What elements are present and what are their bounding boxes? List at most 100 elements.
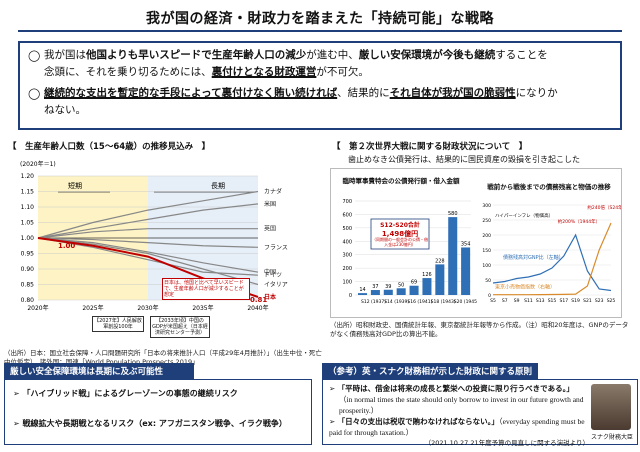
bar-value-label: 37 [372, 284, 378, 290]
series-line-カナダ [37, 190, 259, 239]
y-tick-label: 700 [342, 199, 352, 205]
summary-paragraph-1: ◯ 我が国は他国よりも早いスピードで生産年齢人口の減少が進む中、厳しい安保環境が… [28, 47, 612, 81]
series-label: ドイツ [264, 272, 282, 279]
y-tick-label: 100 [342, 280, 352, 286]
security-item-2: ➢ 戦線拡大や長期戦となるリスク（ex: アフガニスタン戦争、イラク戦争） [13, 419, 287, 428]
triangle-bullet-icon: ➢ [329, 417, 338, 426]
y-tick-label: 250 [482, 218, 491, 224]
x-tick-label: 2030年 [137, 304, 158, 312]
right-panel-heading: 【 第２次世界大戦に関する財政状況について 】 [332, 142, 528, 152]
y-tick-label: 1.10 [21, 204, 35, 211]
x-tick-label: S16 (1941) [407, 299, 432, 305]
y-tick-label: 0.80 [21, 297, 35, 304]
y-tick-label: 500 [342, 226, 352, 232]
x-tick-label: S7 [502, 298, 508, 304]
triangle-bullet-icon: ➢ [13, 419, 23, 428]
summary-emphasis: 裏付けとなる財政運営 [211, 66, 317, 78]
minister-photo [591, 384, 631, 430]
photo-caption: スナク財務大臣 [590, 434, 633, 441]
quote-1: 「平時は、借金は将来の成長と繁栄への投資に限り行うべきである。」 [337, 384, 574, 393]
series-line [493, 222, 612, 296]
y-tick-label: 50 [485, 278, 491, 284]
bar-callout-note: （同期間の一般会計の公債・借入金は230億円） [372, 237, 428, 247]
summary-text: 、結果的に [337, 87, 390, 99]
summary-text: することを [495, 49, 548, 61]
y-tick-label: 0 [488, 293, 491, 299]
summary-text: が不可欠。 [316, 66, 369, 78]
x-tick-label: S19 [571, 298, 580, 304]
peak-debt-label: 約200%（1944年） [558, 218, 600, 225]
summary-text: ねない。 [44, 104, 86, 116]
triangle-bullet-icon: ➢ [13, 389, 23, 398]
series-line-英国 [37, 228, 258, 239]
end-value-label: 0.81 [250, 296, 267, 304]
bar-value-label: 14 [359, 287, 365, 293]
short-term-label: 短期 [68, 181, 82, 190]
page-title: 我が国の経済・財政力を踏まえた「持続可能」な戦略 [146, 11, 494, 27]
left-chart-heading: 【 生産年齢人口数（15〜64歳）の推移見込み 】 [8, 142, 211, 152]
right-panel-subheading: 歯止めなき公債発行は、結果的に国民資産の毀損を引き起こした [348, 155, 580, 164]
x-tick-label: S17 [560, 298, 569, 304]
bar-value-label: 69 [411, 280, 417, 286]
x-tick-label: S13 [536, 298, 545, 304]
y-tick-label: 0 [349, 293, 352, 299]
series-label: 英国 [264, 225, 276, 233]
y-tick-label: 1.05 [21, 220, 35, 227]
x-tick-label: S25 [607, 298, 616, 304]
bar [461, 247, 471, 295]
x-tick-label: S9 [514, 298, 520, 304]
right-panel-source: （出所）昭和財政史、国債統計年報、東京都統計年報等から作成。（注）昭和20年度は… [330, 321, 629, 338]
bar-value-label: 50 [398, 282, 404, 288]
bar [396, 288, 406, 295]
y-tick-label: 200 [482, 233, 491, 239]
start-value-label: 1.00 [58, 242, 75, 250]
x-tick-label: 2025年 [82, 304, 103, 312]
summary-text: 我が国は [44, 49, 86, 61]
line-chart-title: 戦前から戦後までの債務残高と物価の推移 [487, 183, 611, 191]
left-chart-source: （出所）日本：国立社会保障・人口問題研究所「日本の将来推計人口（平成29年4月推… [4, 349, 322, 366]
security-box: ➢ 「ハイブリッド戦」によるグレーゾーンの事態の継続リスク ➢ 戦線拡大や長期戦… [4, 379, 312, 445]
bar-callout-value: 1,498億円 [382, 229, 418, 238]
y-tick-label: 1.15 [21, 189, 35, 196]
x-tick-label: S11 [524, 298, 533, 304]
note-2033: 【2033年頃】中国のGDPが米国超え（日本経済研究センター予測） [150, 316, 210, 338]
finance-panel: 臨時軍事費特会の公債発行額・借入金額 戦前から戦後までの債務残高と物価の推移 0… [330, 168, 622, 318]
x-tick-label: S12 (1937) [361, 299, 386, 305]
title-rule [18, 30, 622, 32]
x-tick-label: S14 (1939) [384, 299, 409, 305]
y-tick-label: 1.20 [21, 173, 35, 180]
summary-emphasis: 厳しい安保環境が今後も継続 [358, 49, 496, 61]
y-tick-label: 0.85 [21, 282, 35, 289]
series-line-中国 [37, 237, 259, 273]
series-label: 中国 [264, 268, 276, 276]
series-label: フランス [264, 244, 288, 251]
series-line-フランス [37, 237, 259, 248]
y-tick-label: 600 [342, 212, 352, 218]
population-chart: (2020年＝1) 短期 長期 0.80 0.85 0.90 0.95 1.00 1.05 1.… [20, 160, 288, 338]
series-label: カナダ [264, 188, 282, 196]
circle-bullet-icon: ◯ [28, 49, 41, 62]
circle-bullet-icon: ◯ [28, 87, 41, 100]
y-tick-label: 100 [482, 263, 491, 269]
quote-2-english: （everyday spending must be paid for thro… [329, 417, 585, 437]
x-tick-label: 2040年 [247, 304, 268, 312]
y-tick-label: 0.90 [21, 266, 35, 273]
quote-2: 「日々の支出は税収で賄わなければならない。」 [337, 417, 499, 426]
triangle-bullet-icon: ➢ [329, 384, 338, 393]
reference-footnote: （2021.10.27 21年度予算の見直しに関する演説より） [424, 439, 589, 447]
hyperinflation-label: ハイパーインフレ（物価高） [495, 212, 553, 219]
reference-heading: （参考）英・スナク財務相が示した財政に関する原則 [322, 363, 538, 379]
reference-box: ➢ 「平時は、借金は将来の成長と繁栄への投資に限り行うべきである。」 （in n… [322, 379, 638, 447]
x-tick-label: 2035年 [192, 304, 213, 312]
bar-callout-title: S12-S20合計 [380, 221, 420, 229]
y-tick-label: 400 [342, 239, 352, 245]
x-tick-label: S20 (1945) [454, 299, 477, 305]
bar-value-label: 580 [448, 211, 458, 217]
bar-value-label: 228 [435, 258, 445, 264]
series-line [492, 233, 612, 292]
peak-price-label: 約240倍（S24年） [587, 204, 621, 211]
series-label: 米国 [264, 200, 276, 208]
x-tick-label: 2020年 [27, 304, 48, 312]
bar [448, 217, 458, 295]
